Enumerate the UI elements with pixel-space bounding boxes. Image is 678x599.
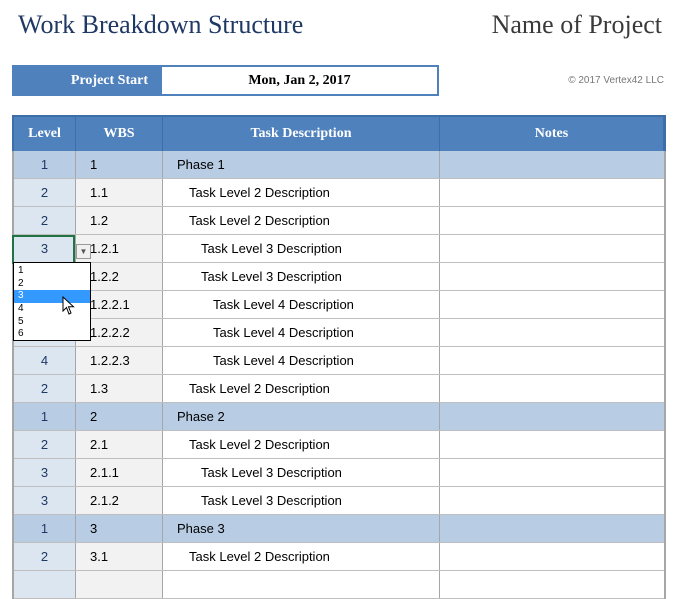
project-name[interactable]: Name of Project — [491, 10, 662, 39]
notes-cell[interactable] — [440, 291, 664, 318]
notes-cell[interactable] — [440, 179, 664, 206]
notes-cell[interactable] — [440, 459, 664, 486]
mouse-cursor-icon — [62, 296, 75, 315]
dropdown-option[interactable]: 2 — [18, 277, 24, 289]
notes-cell[interactable] — [440, 543, 664, 570]
table-row: 3 1.2.1 Task Level 3 Description — [14, 235, 664, 263]
wbs-cell[interactable]: 2.1 — [76, 431, 163, 458]
task-cell[interactable]: Phase 3 — [163, 515, 440, 542]
wbs-cell[interactable] — [76, 571, 163, 598]
level-cell[interactable] — [14, 571, 76, 598]
task-cell[interactable] — [163, 571, 440, 598]
notes-cell[interactable] — [440, 347, 664, 374]
task-cell[interactable]: Task Level 3 Description — [163, 235, 440, 262]
task-cell[interactable]: Task Level 2 Description — [163, 179, 440, 206]
task-cell[interactable]: Phase 1 — [163, 151, 440, 178]
dropdown-option[interactable]: 3 — [14, 290, 90, 304]
task-cell[interactable]: Task Level 2 Description — [163, 207, 440, 234]
copyright: © 2017 Vertex42 LLC — [568, 75, 664, 86]
task-cell[interactable]: Task Level 2 Description — [163, 375, 440, 402]
table-row: 2 1.1 Task Level 2 Description — [14, 179, 664, 207]
table-row: 3 2.1.1 Task Level 3 Description — [14, 459, 664, 487]
table-row: 2 3.1 Task Level 2 Description — [14, 543, 664, 571]
level-cell[interactable]: 2 — [14, 375, 76, 402]
table-row: 1 3 Phase 3 — [14, 515, 664, 543]
wbs-cell[interactable]: 2 — [76, 403, 163, 430]
dropdown-arrow-icon[interactable]: ▼ — [76, 244, 91, 259]
table-row: 2 1.2 Task Level 2 Description — [14, 207, 664, 235]
task-cell[interactable]: Task Level 4 Description — [163, 347, 440, 374]
notes-cell[interactable] — [440, 207, 664, 234]
page-title: Work Breakdown Structure — [18, 10, 304, 39]
task-cell[interactable]: Task Level 4 Description — [163, 291, 440, 318]
notes-cell[interactable] — [440, 515, 664, 542]
table-row: 1 2 Phase 2 — [14, 403, 664, 431]
wbs-cell[interactable]: 2.1.1 — [76, 459, 163, 486]
wbs-cell[interactable]: 1.2 — [76, 207, 163, 234]
level-cell[interactable]: 2 — [14, 431, 76, 458]
level-cell[interactable]: 2 — [14, 179, 76, 206]
task-cell[interactable]: Task Level 3 Description — [163, 263, 440, 290]
dropdown-option[interactable]: 1 — [18, 265, 24, 276]
wbs-cell[interactable]: 2.1.2 — [76, 487, 163, 514]
task-cell[interactable]: Task Level 3 Description — [163, 487, 440, 514]
project-start-value[interactable]: Mon, Jan 2, 2017 — [248, 72, 351, 88]
level-cell[interactable]: 2 — [14, 207, 76, 234]
table-row: 2 2.1 Task Level 2 Description — [14, 431, 664, 459]
notes-cell[interactable] — [440, 151, 664, 178]
table-row — [14, 571, 664, 599]
level-cell[interactable]: 1 — [14, 403, 76, 430]
notes-cell[interactable] — [440, 431, 664, 458]
table-row: 2 1.3 Task Level 2 Description — [14, 375, 664, 403]
task-cell[interactable]: Phase 2 — [163, 403, 440, 430]
table-row: 3 2.1.2 Task Level 3 Description — [14, 487, 664, 515]
notes-cell[interactable] — [440, 235, 664, 262]
header-level: Level — [14, 117, 76, 151]
notes-cell[interactable] — [440, 487, 664, 514]
level-cell[interactable]: 1 — [14, 151, 76, 178]
header-task: Task Description — [163, 117, 440, 151]
header-notes: Notes — [440, 117, 664, 151]
wbs-cell[interactable]: 1.3 — [76, 375, 163, 402]
header-wbs: WBS — [76, 117, 163, 151]
wbs-cell[interactable]: 1.2.2.3 — [76, 347, 163, 374]
notes-cell[interactable] — [440, 403, 664, 430]
dropdown-option[interactable]: 5 — [18, 315, 24, 327]
wbs-table: Level WBS Task Description Notes 1 1 Phase… — [12, 115, 666, 599]
wbs-cell[interactable]: 3 — [76, 515, 163, 542]
notes-cell[interactable] — [440, 319, 664, 346]
level-cell[interactable]: 3 — [14, 459, 76, 486]
notes-cell[interactable] — [440, 571, 664, 598]
task-cell[interactable]: Task Level 3 Description — [163, 459, 440, 486]
selected-cell[interactable] — [12, 235, 75, 264]
level-cell[interactable]: 3 — [14, 487, 76, 514]
table-row: 1 1 Phase 1 — [14, 151, 664, 179]
level-cell[interactable]: 2 — [14, 543, 76, 570]
project-start: Project Start Mon, Jan 2, 2017 — [12, 65, 439, 96]
table-header: Level WBS Task Description Notes — [12, 115, 666, 151]
task-cell[interactable]: Task Level 4 Description — [163, 319, 440, 346]
task-cell[interactable]: Task Level 2 Description — [163, 431, 440, 458]
wbs-cell[interactable]: 1.1 — [76, 179, 163, 206]
level-cell[interactable]: 4 — [14, 347, 76, 374]
dropdown-option[interactable]: 4 — [18, 303, 24, 315]
table-row: 4 1.2.2.3 Task Level 4 Description — [14, 347, 664, 375]
wbs-cell[interactable]: 3.1 — [76, 543, 163, 570]
task-cell[interactable]: Task Level 2 Description — [163, 543, 440, 570]
project-start-label: Project Start — [14, 67, 162, 94]
level-cell[interactable]: 1 — [14, 515, 76, 542]
table-body: 1 1 Phase 1 2 1.1 Task Level 2 Description 2 1.… — [12, 151, 666, 599]
level-cell[interactable]: 3 — [14, 235, 76, 262]
wbs-cell[interactable]: 1 — [76, 151, 163, 178]
dropdown-option[interactable]: 6 — [18, 328, 24, 340]
notes-cell[interactable] — [440, 263, 664, 290]
notes-cell[interactable] — [440, 375, 664, 402]
